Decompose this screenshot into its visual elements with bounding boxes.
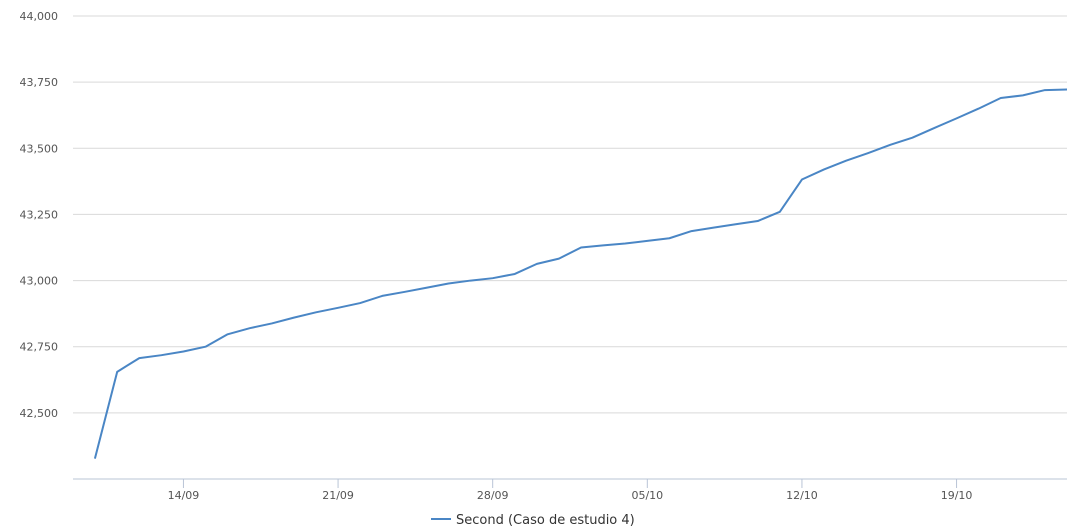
y-tick-label: 43,500 bbox=[20, 142, 59, 155]
y-tick-label: 43,000 bbox=[20, 275, 59, 288]
x-tick-label: 05/10 bbox=[631, 489, 663, 502]
x-tick-label: 19/10 bbox=[941, 489, 973, 502]
x-axis: 14/09 21/09 28/09 05/10 12/10 19/10 bbox=[73, 478, 1067, 502]
y-axis: 42,500 42,750 43,000 43,250 43,500 43,750 44,0… bbox=[20, 10, 59, 420]
x-tick-label: 12/10 bbox=[786, 489, 818, 502]
x-tick-label: 21/09 bbox=[322, 489, 354, 502]
y-tick-label: 42,750 bbox=[20, 341, 59, 354]
y-tick-label: 43,750 bbox=[20, 76, 59, 89]
x-tick-label: 14/09 bbox=[168, 489, 200, 502]
series-line[interactable] bbox=[94, 88, 1067, 459]
series-layer bbox=[94, 88, 1067, 459]
x-tick-label: 28/09 bbox=[477, 489, 509, 502]
grid-lines bbox=[73, 15, 1067, 414]
y-tick-label: 44,000 bbox=[20, 10, 59, 23]
legend-label: Second (Caso de estudio 4) bbox=[456, 513, 635, 528]
y-tick-label: 43,250 bbox=[20, 208, 59, 221]
y-tick-label: 42,500 bbox=[20, 407, 59, 420]
legend[interactable]: Second (Caso de estudio 4) bbox=[431, 513, 635, 528]
